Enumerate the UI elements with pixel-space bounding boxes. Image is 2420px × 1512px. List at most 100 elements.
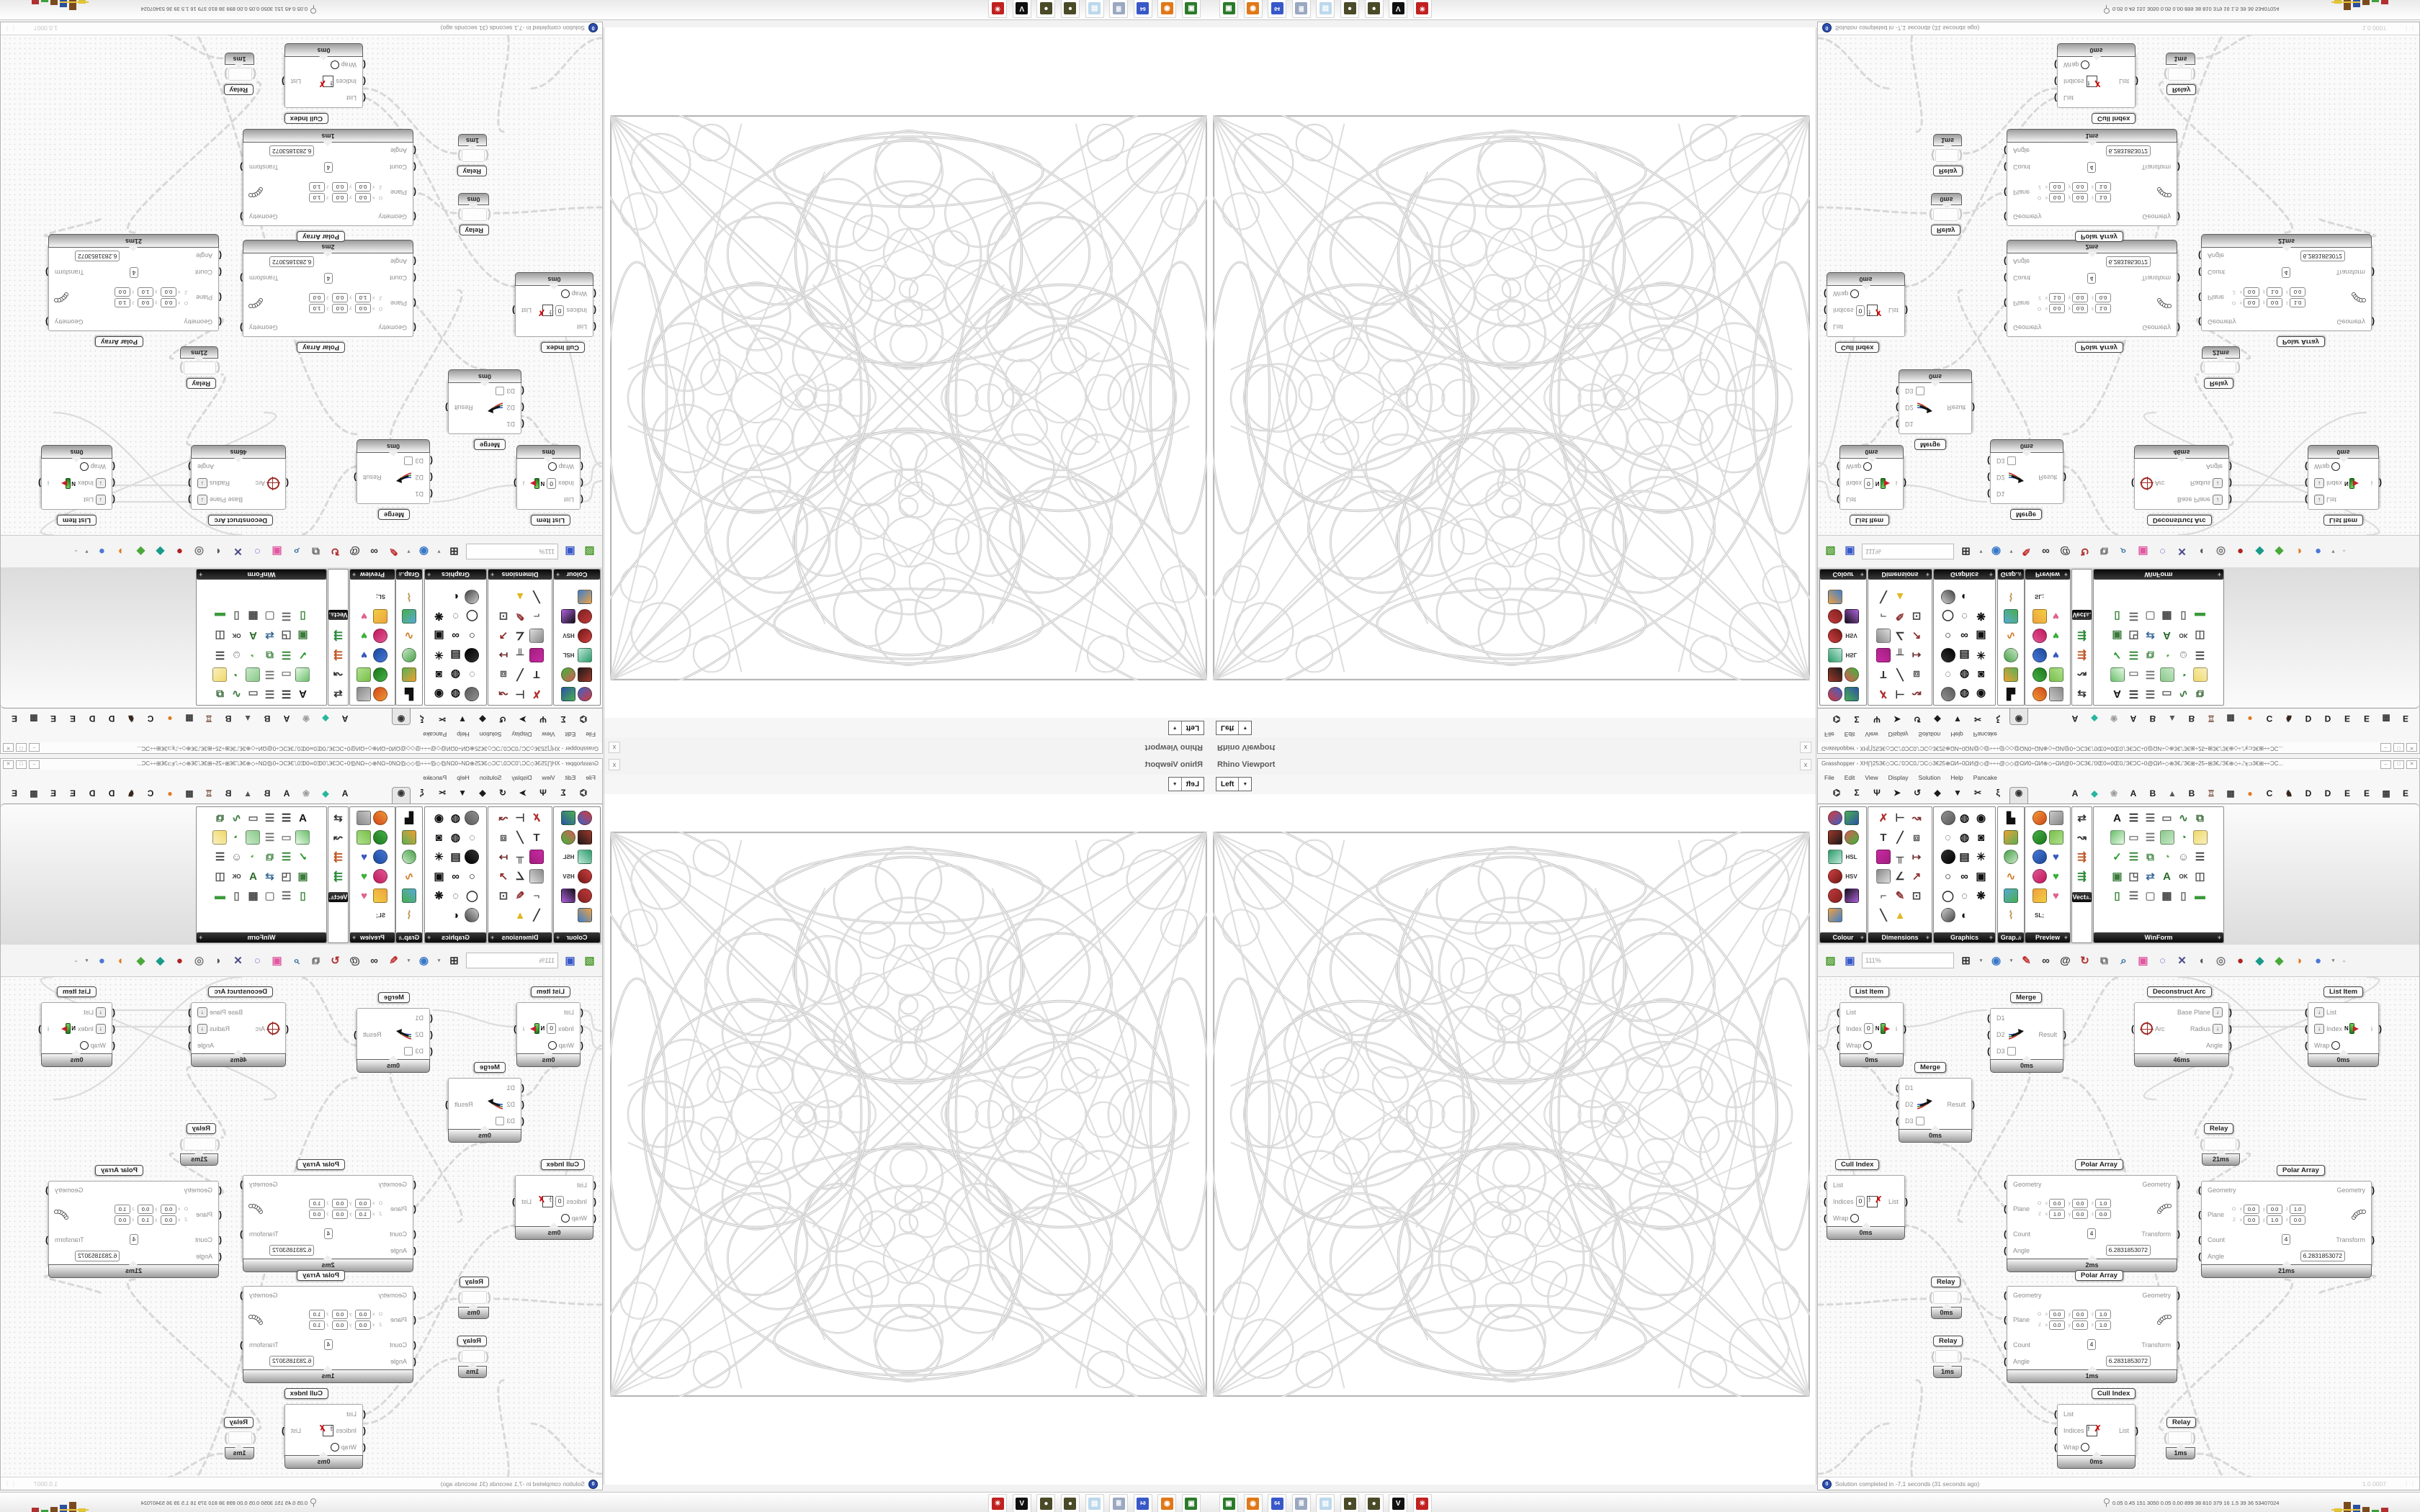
plane-value-box[interactable]: 0.0 xyxy=(2072,293,2089,302)
input-port[interactable]: ( xyxy=(2004,1245,2007,1256)
component-icon[interactable]: ↦ xyxy=(498,851,508,863)
node-name-tag[interactable]: Polar Array xyxy=(2277,336,2325,347)
component-icon[interactable] xyxy=(1827,847,1843,866)
plane-value-box[interactable]: 1.0 xyxy=(2095,193,2112,202)
component-icon[interactable] xyxy=(246,665,261,684)
component-icon[interactable]: ▬ xyxy=(2195,610,2205,623)
component-icon[interactable] xyxy=(1940,847,1956,866)
plugin-tab[interactable]: ♞ xyxy=(127,788,135,798)
close-icon[interactable]: ✕ xyxy=(3,760,14,769)
plugin-tab[interactable]: ♖ xyxy=(2207,788,2215,798)
plugin-tab[interactable]: D xyxy=(108,714,115,724)
input-port[interactable]: ( xyxy=(112,1023,115,1034)
balloon-icon[interactable]: ○ xyxy=(2159,954,2166,967)
plugin-tab[interactable]: ▲ xyxy=(2168,714,2177,724)
output-port[interactable]: ) xyxy=(188,478,191,489)
plane-value-box[interactable]: 1.0 xyxy=(137,287,153,297)
lens-dark-icon[interactable]: ◖ xyxy=(215,545,223,558)
dropdown-icon[interactable]: ▾ xyxy=(407,549,411,554)
value-box[interactable]: 6.2831853072 xyxy=(2300,251,2345,261)
component-icon[interactable]: ☺ xyxy=(230,850,243,863)
input-port[interactable]: ( xyxy=(1896,1099,1899,1110)
menu-item-solution[interactable]: Solution xyxy=(1918,773,1941,781)
component-icon[interactable]: ◍ xyxy=(1959,688,1970,700)
plane-value-box[interactable]: 0.0 xyxy=(354,1310,371,1319)
component-icon[interactable] xyxy=(465,646,480,665)
plugin-tab[interactable]: E xyxy=(2344,788,2350,798)
component-icon[interactable]: ☰ xyxy=(2128,649,2139,661)
component-icon[interactable]: ∿ xyxy=(2179,688,2188,700)
input-port[interactable]: ( xyxy=(2198,251,2201,261)
solution-info-icon[interactable]: 0 xyxy=(1822,23,1832,32)
component-icon[interactable]: ☰ xyxy=(215,851,225,863)
node-name-tag[interactable]: Polar Array xyxy=(95,336,143,347)
menu-item-view[interactable]: View xyxy=(1865,773,1878,781)
floppy-64-icon[interactable]: 64 xyxy=(1268,1494,1287,1512)
rhino-icon[interactable]: V xyxy=(1012,1494,1031,1512)
seed-icon[interactable]: ● xyxy=(1364,1494,1384,1512)
output-port[interactable]: ) xyxy=(354,472,357,483)
down-arrow-icon[interactable]: ↓ xyxy=(197,1023,207,1034)
component-icon[interactable] xyxy=(1844,809,1860,827)
checkbox[interactable] xyxy=(2007,1046,2016,1056)
component-icon[interactable]: A xyxy=(2163,629,2171,642)
output-port[interactable]: ) xyxy=(45,317,48,327)
relay-node-tag[interactable]: Relay xyxy=(457,1336,487,1346)
plugin-tab[interactable]: ● xyxy=(2247,714,2253,724)
input-port[interactable]: ( xyxy=(2305,1023,2308,1034)
component-icon[interactable]: ◔ xyxy=(233,831,241,844)
plane-value-box[interactable]: 0.0 xyxy=(2267,298,2283,307)
component-icon[interactable]: ▯ xyxy=(300,890,306,902)
intersect-tab[interactable]: ✂ xyxy=(1973,714,1982,724)
component-icon[interactable] xyxy=(2032,847,2048,866)
input-port[interactable]: ( xyxy=(112,1007,115,1017)
input-port[interactable]: ( xyxy=(2305,1007,2308,1017)
component-icon[interactable]: ◫ xyxy=(2195,629,2205,642)
component-icon[interactable]: ▦ xyxy=(2161,610,2172,622)
component-icon[interactable] xyxy=(2192,665,2208,684)
component-icon[interactable] xyxy=(1876,646,1891,665)
input-port[interactable]: ( xyxy=(413,1339,416,1350)
output-port[interactable]: ) xyxy=(240,1339,243,1350)
palette-expand-icon[interactable]: + xyxy=(331,611,335,618)
component-icon[interactable] xyxy=(2003,847,2019,866)
menu-item-display[interactable]: Display xyxy=(1888,773,1909,781)
menu-item-pancake[interactable]: Pancake xyxy=(1973,773,1997,781)
component-icon[interactable]: SL; xyxy=(2035,593,2044,600)
palette-panel-label[interactable]: Vect... + xyxy=(2072,892,2092,902)
menu-item-file[interactable]: File xyxy=(1824,773,1834,781)
component-icon[interactable]: ▤ xyxy=(450,649,461,661)
input-port[interactable]: ( xyxy=(2004,1228,2007,1239)
component-icon[interactable]: ☺ xyxy=(230,649,243,662)
input-port[interactable]: ( xyxy=(1837,478,1839,489)
component-icon[interactable]: ⊡ xyxy=(498,610,508,622)
component-icon[interactable] xyxy=(529,646,544,665)
component-icon[interactable] xyxy=(578,828,593,847)
input-port[interactable]: ( xyxy=(413,298,416,308)
gh-titlebar[interactable]: Grasshopper - XH∏253€◇ƆC⑀0ƆC0⑀ƆC◇3€25⊕ΩИ… xyxy=(1818,759,2419,770)
plugin-tab[interactable]: E xyxy=(12,714,18,724)
component-icon[interactable] xyxy=(2003,886,2019,905)
plugin-tab[interactable]: D xyxy=(2305,788,2312,798)
sets-tab[interactable]: Ψ xyxy=(539,714,547,724)
output-port[interactable]: ) xyxy=(354,1029,357,1040)
output-port[interactable]: ) xyxy=(240,1228,243,1239)
plane-value-box[interactable]: 0.0 xyxy=(2244,298,2260,307)
component-icon[interactable]: ◍ xyxy=(1959,668,1970,680)
menu-item-edit[interactable]: Edit xyxy=(565,731,576,739)
value-box[interactable]: 4 xyxy=(2281,1234,2291,1245)
component-icon[interactable]: ╲ xyxy=(1880,909,1887,922)
relay-port-out[interactable]: ) xyxy=(1958,208,1963,222)
component-icon[interactable]: ↦ xyxy=(1912,851,1922,863)
open-file-icon[interactable]: ▨ xyxy=(584,545,595,557)
slideshow-icon[interactable]: ⧉ xyxy=(312,545,320,558)
component-icon[interactable]: ☰ xyxy=(281,688,292,700)
plane-value-box[interactable]: 0.0 xyxy=(354,193,371,202)
component-icon[interactable]: ⧈ xyxy=(1913,668,1920,681)
viewport-tab-left[interactable]: Left ▼ xyxy=(1168,777,1204,791)
component-icon[interactable]: ⧈ xyxy=(1913,831,1920,844)
wrap-toggle-icon[interactable] xyxy=(2081,1442,2090,1452)
component-icon[interactable]: ☰ xyxy=(215,649,225,661)
input-port[interactable]: ( xyxy=(219,267,222,278)
